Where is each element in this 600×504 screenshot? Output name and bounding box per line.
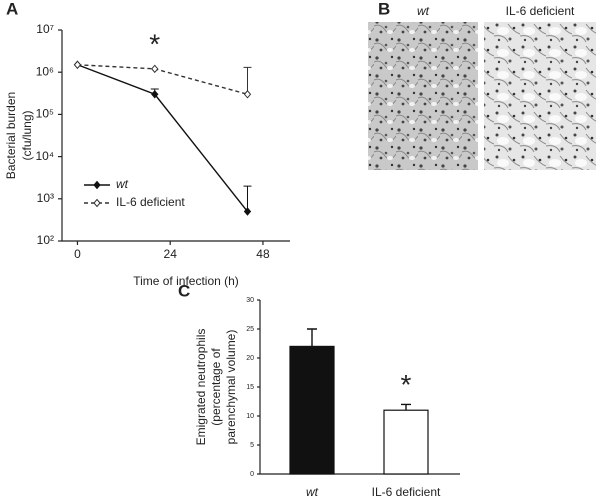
x-axis-label: Time of infection (h) [133, 274, 239, 288]
legend-label: IL-6 deficient [116, 195, 185, 209]
y-tick-label: 15 [246, 384, 254, 391]
y-tick-label: 20 [246, 355, 254, 362]
legend-label: wt [116, 177, 129, 191]
panel-b: B wt IL-6 deficient [368, 0, 596, 170]
error-bar [243, 66, 252, 95]
y-tick-label: 10 [246, 413, 254, 420]
micrograph [368, 22, 478, 170]
y-tick-label: 25 [246, 326, 254, 333]
y-tick-label: 10⁶ [36, 64, 54, 78]
y-tick-label: 10² [37, 233, 54, 247]
annotation: * [401, 369, 412, 400]
axis [61, 30, 290, 242]
y-tick-label: 10³ [37, 191, 54, 205]
y-axis-label: (percentage of [209, 348, 223, 426]
error-bar [401, 403, 411, 411]
bar [289, 345, 335, 475]
marker [151, 64, 159, 74]
panel-label: A [6, 0, 18, 18]
error-bar [307, 328, 317, 347]
marker [243, 89, 252, 99]
panel-label: C [178, 281, 190, 300]
y-tick-label: 10⁴ [35, 149, 54, 163]
micrograph [484, 22, 596, 170]
legend-marker [93, 180, 101, 190]
legend-marker [93, 198, 101, 208]
y-tick-label: 30 [246, 297, 254, 304]
panel-label: B [378, 0, 390, 18]
y-tick-label: 10⁵ [36, 107, 54, 121]
marker [151, 89, 159, 99]
marker [73, 60, 82, 70]
y-tick-label: 10⁷ [36, 22, 54, 36]
x-tick-label: 48 [256, 247, 270, 261]
x-tick-label: wt [306, 485, 319, 499]
data-line [77, 64, 248, 95]
y-axis-label: parenchymal volume) [224, 330, 238, 445]
image-label: IL-6 deficient [506, 4, 575, 18]
y-axis-label: Emigrated neutrophils [194, 329, 208, 446]
x-tick-label: 0 [74, 247, 81, 261]
data-line [77, 64, 249, 212]
marker [243, 207, 252, 216]
bar [383, 409, 429, 475]
y-tick-label: 0 [250, 471, 254, 478]
x-tick-label: 24 [164, 247, 178, 261]
y-axis-label: (cfu/lung) [20, 110, 34, 160]
y-axis-label: Bacterial burden [4, 92, 18, 179]
x-tick-label: IL-6 deficient [372, 485, 441, 499]
annotation: * [149, 28, 160, 59]
y-tick-label: 5 [250, 442, 254, 449]
image-label: wt [417, 4, 430, 18]
